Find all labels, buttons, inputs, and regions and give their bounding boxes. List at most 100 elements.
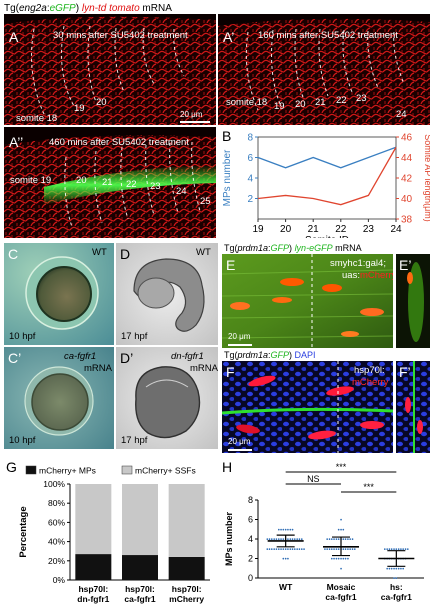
chart-h-point: • [391,567,393,573]
e-title-gfp: GFP [270,243,290,253]
panel-a1-caption: 160 mins after SU5402 treatment [258,30,398,41]
chart-h-point: • [395,577,397,583]
chart-h-point: • [287,557,289,563]
panel-e: E smyhc1:gal4; uas:mCherry 20 μm [222,254,393,348]
panel-b-label: B [222,128,232,144]
chart-g-ytick-label: 80% [48,498,65,508]
f-title-gfp: GFP [270,350,290,360]
chart-h-point: • [384,557,386,563]
chart-h-point: • [328,547,330,553]
e-title-prefix: Tg( [224,243,238,253]
chart-b-xlabel: Somite ID [305,235,349,238]
chart-h-point: • [273,547,275,553]
panel-d-stage: 17 hpf [121,331,148,342]
chart-h-point: • [275,547,277,553]
chart-b-ytick-label: 8 [247,133,253,144]
chart-b-y2tick-label: 46 [401,133,413,144]
chart-h-ytick-label: 2 [248,554,253,564]
chart-b-y2tick-label: 40 [401,194,413,205]
chart-h-point: • [282,557,284,563]
chart-h-point: • [285,547,287,553]
chart-h-point: • [386,547,388,553]
chart-g-ytick-label: 40% [48,537,65,547]
panel-e-line1: smyhc1:gal4; [330,258,386,269]
panel-c1-mrna: mRNA [84,363,112,374]
chart-h-point: • [335,557,337,563]
chart-h-point: • [296,547,298,553]
chart-h-point: • [345,538,347,544]
header-prefix: Tg( [4,3,19,14]
panel-a-somite-label: somite 18 [16,113,58,124]
chart-h-point: • [395,567,397,573]
panel-a-label: A [9,29,19,45]
chart-g-legend-label: mCherry+ SSFs [135,466,196,476]
chart-b-xtick-label: 20 [280,224,292,235]
chart-h-point: • [301,547,303,553]
chart-h-point: • [347,557,349,563]
chart-h-point: • [354,547,356,553]
chart-g-legend-swatch [25,465,37,475]
panel-d1-image [116,347,218,449]
chart-h-point: • [338,547,340,553]
chart-h-point: • [398,557,400,563]
chart-h-point: • [340,567,342,573]
chart-h-point: • [289,547,291,553]
panel-c1-stage: 10 hpf [9,435,36,446]
chart-h-point: • [285,528,287,534]
chart-h-point: • [349,547,351,553]
panel-a1-s23: 23 [356,93,367,104]
panel-a-somite-20: 20 [96,97,107,108]
chart-h-point: • [393,577,395,583]
chart-b-frame [257,136,397,220]
chart-h-point: • [292,547,294,553]
f-title-prefix: Tg( [224,350,238,360]
panel-c-label: C [8,246,19,262]
chart-g-bar [122,484,158,556]
chart-h-ytick-label: 6 [248,515,253,525]
chart-h-point: • [347,547,349,553]
chart-g-ytick-label: 20% [48,556,65,566]
chart-h-point: • [402,557,404,563]
panel-f-line1: hsp70l: [354,365,385,376]
chart-h-point: • [342,547,344,553]
panel-a1-s19: 19 [274,101,285,112]
chart-h-point: • [331,538,333,544]
panel-d1-label: D’ [120,350,134,366]
chart-h-xtick-label: Mosaic [327,582,356,592]
chart-b-ytick-label: 4 [247,174,253,185]
chart-h-point: • [400,567,402,573]
chart-g-legend-swatch [121,465,133,475]
panel-f-label: F [226,364,235,380]
chart-g-bar [168,484,205,557]
panel-e-scale: 20 μm [228,332,251,341]
panel-e-label: E [226,257,236,273]
panel-e-line2: uas:mCherry [342,271,393,281]
panel-d1-stage: 17 hpf [121,435,148,446]
chart-h-point: • [338,528,340,534]
chart-h-xtick-label: hs: [390,582,403,592]
panel-c1: C’ ca-fgfr1 mRNA 10 hpf [4,347,114,449]
panel-f1-image [396,361,430,453]
chart-h-point: • [335,538,337,544]
panel-a2-image [4,135,216,238]
panel-b: B 24683840424446192021222324Somite IDMPs… [218,127,430,246]
chart-h-point: • [342,538,344,544]
panel-a2-s21: 21 [102,177,113,188]
chart-h-point: • [398,567,400,573]
panel-g: G mCherry+ MPs mCherry+ SSFs 0% 20% 40% 60% 80… [4,458,216,608]
f-title-dapi: DAPI [292,350,316,360]
chart-h-point: • [285,557,287,563]
panel-a2-s24: 24 [176,186,187,197]
chart-h-point: • [333,557,335,563]
chart-b-xtick-label: 24 [390,224,402,235]
chart-h-point: • [351,547,353,553]
panel-a1-somite-label: somite 18 [226,97,268,108]
chart-h-point: • [340,557,342,563]
panel-g-label: G [6,459,17,475]
chart-h-point: • [303,547,305,553]
chart-h-point: • [298,547,300,553]
chart-h-point: • [278,528,280,534]
panel-a-scale: 20 μm [180,110,203,119]
chart-g-xtick-label: ca-fgfr1 [124,594,155,604]
